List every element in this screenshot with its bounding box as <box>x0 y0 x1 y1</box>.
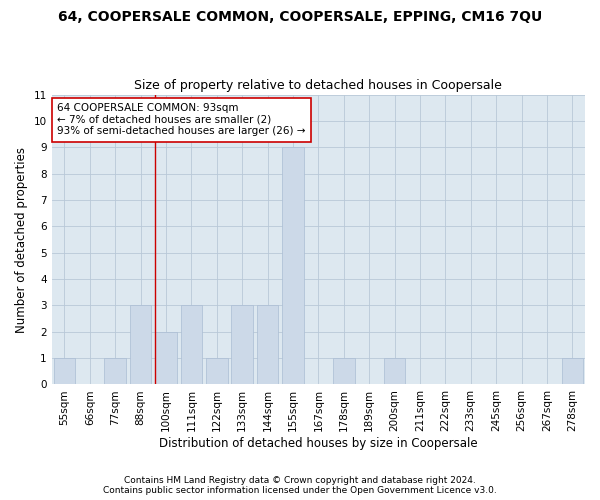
Title: Size of property relative to detached houses in Coopersale: Size of property relative to detached ho… <box>134 79 502 92</box>
Bar <box>562 358 583 384</box>
Text: Contains HM Land Registry data © Crown copyright and database right 2024.
Contai: Contains HM Land Registry data © Crown c… <box>103 476 497 495</box>
Bar <box>384 358 406 384</box>
Bar <box>333 358 355 384</box>
Bar <box>53 358 75 384</box>
Text: 64 COOPERSALE COMMON: 93sqm
← 7% of detached houses are smaller (2)
93% of semi-: 64 COOPERSALE COMMON: 93sqm ← 7% of deta… <box>57 104 305 136</box>
X-axis label: Distribution of detached houses by size in Coopersale: Distribution of detached houses by size … <box>159 437 478 450</box>
Bar <box>130 306 151 384</box>
Bar <box>104 358 126 384</box>
Text: 64, COOPERSALE COMMON, COOPERSALE, EPPING, CM16 7QU: 64, COOPERSALE COMMON, COOPERSALE, EPPIN… <box>58 10 542 24</box>
Bar <box>232 306 253 384</box>
Bar <box>257 306 278 384</box>
Bar <box>155 332 177 384</box>
Bar <box>181 306 202 384</box>
Y-axis label: Number of detached properties: Number of detached properties <box>15 146 28 332</box>
Bar <box>206 358 227 384</box>
Bar <box>282 148 304 384</box>
